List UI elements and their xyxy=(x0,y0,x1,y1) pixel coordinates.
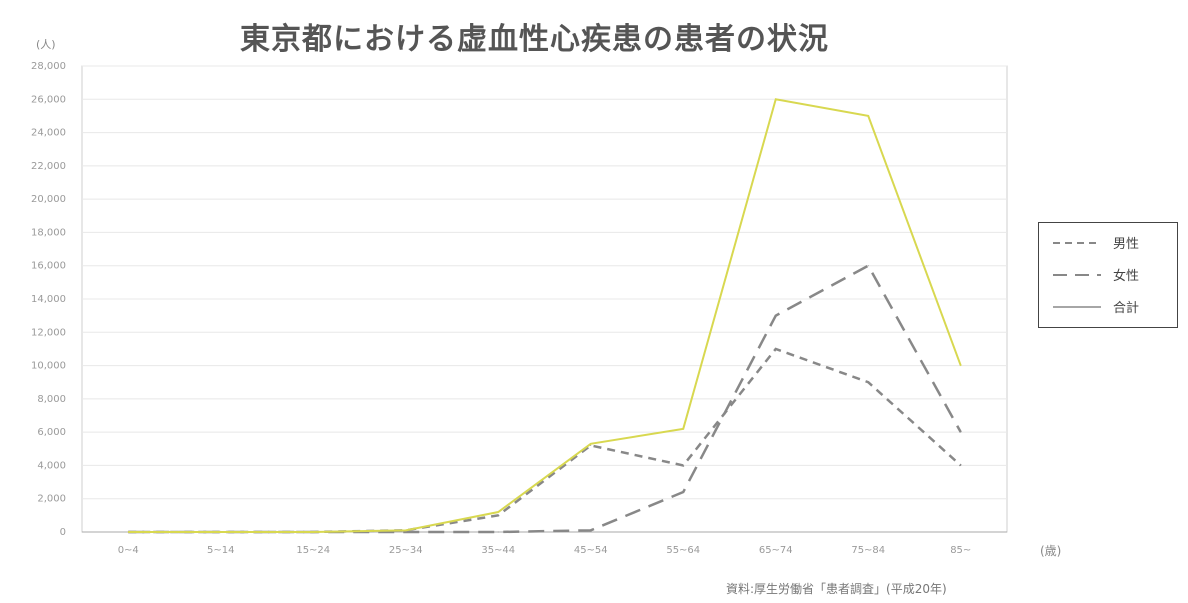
x-tick-label: 0~4 xyxy=(118,545,139,556)
y-tick-label: 0 xyxy=(60,527,66,538)
x-tick-label: 55~64 xyxy=(666,545,700,556)
x-tick-label: 45~54 xyxy=(574,545,608,556)
data-point xyxy=(127,531,129,533)
legend: 男性 女性 合計 xyxy=(1038,222,1178,328)
data-point xyxy=(405,531,407,533)
legend-label-female: 女性 xyxy=(1113,269,1140,284)
legend-swatch-total xyxy=(1053,306,1101,308)
data-point xyxy=(867,115,869,117)
data-point xyxy=(590,529,592,531)
y-tick-label: 8,000 xyxy=(37,394,66,405)
data-point xyxy=(775,348,777,350)
grid-lines xyxy=(82,65,1007,500)
x-tick-label: 5~14 xyxy=(207,545,234,556)
x-axis-unit-label: (歳) xyxy=(1040,544,1062,558)
data-point xyxy=(775,98,777,100)
x-tick-label: 85~ xyxy=(950,545,971,556)
legend-label-total: 合計 xyxy=(1113,301,1140,316)
legend-label-male: 男性 xyxy=(1113,237,1140,252)
y-tick-label: 24,000 xyxy=(31,128,66,139)
y-tick-label: 10,000 xyxy=(31,361,66,372)
y-tick-label: 20,000 xyxy=(31,194,66,205)
x-tick-label: 65~74 xyxy=(759,545,793,556)
legend-item-female: 女性 xyxy=(1053,265,1173,285)
legend-item-male: 男性 xyxy=(1053,233,1173,253)
data-point xyxy=(590,443,592,445)
data-point xyxy=(867,265,869,267)
x-tick-label: 25~34 xyxy=(389,545,423,556)
data-point xyxy=(497,511,499,513)
data-point xyxy=(682,491,684,493)
x-axis-ticks: 0~4 5~14 15~24 25~34 35~44 45~54 55~64 65~74 75~… xyxy=(118,545,972,556)
y-tick-label: 6,000 xyxy=(37,427,66,438)
data-point xyxy=(312,531,314,533)
x-tick-label: 15~24 xyxy=(296,545,330,556)
y-axis-unit-label: (人) xyxy=(36,38,56,51)
legend-swatch-female xyxy=(1053,274,1101,276)
data-point xyxy=(682,428,684,430)
data-point xyxy=(405,529,407,531)
data-point xyxy=(775,315,777,317)
legend-item-total: 合計 xyxy=(1053,297,1173,317)
data-point xyxy=(960,464,962,466)
y-tick-label: 14,000 xyxy=(31,294,66,305)
y-tick-label: 18,000 xyxy=(31,227,66,238)
series-lines xyxy=(127,98,962,534)
data-point xyxy=(867,381,869,383)
y-tick-label: 22,000 xyxy=(31,161,66,172)
x-tick-label: 35~44 xyxy=(481,545,515,556)
y-tick-label: 16,000 xyxy=(31,261,66,272)
data-point xyxy=(960,365,962,367)
legend-swatch-male xyxy=(1053,242,1101,244)
series-line-2 xyxy=(128,98,962,533)
y-axis-ticks: 0 2,000 4,000 6,000 8,000 10,000 12,000 14,000 1… xyxy=(31,61,66,538)
data-point xyxy=(220,531,222,533)
source-note: 資料:厚生労働省「患者調査」(平成20年) xyxy=(726,582,947,596)
data-point xyxy=(682,464,684,466)
data-point xyxy=(497,514,499,516)
data-point xyxy=(497,531,499,533)
x-tick-label: 75~84 xyxy=(851,545,885,556)
data-point xyxy=(960,431,962,433)
y-tick-label: 28,000 xyxy=(31,61,66,72)
y-tick-label: 2,000 xyxy=(37,494,66,505)
y-tick-label: 26,000 xyxy=(31,94,66,105)
y-tick-label: 4,000 xyxy=(37,460,66,471)
y-tick-label: 12,000 xyxy=(31,327,66,338)
chart-title: 東京都における虚血性心疾患の患者の状況 xyxy=(240,22,829,57)
